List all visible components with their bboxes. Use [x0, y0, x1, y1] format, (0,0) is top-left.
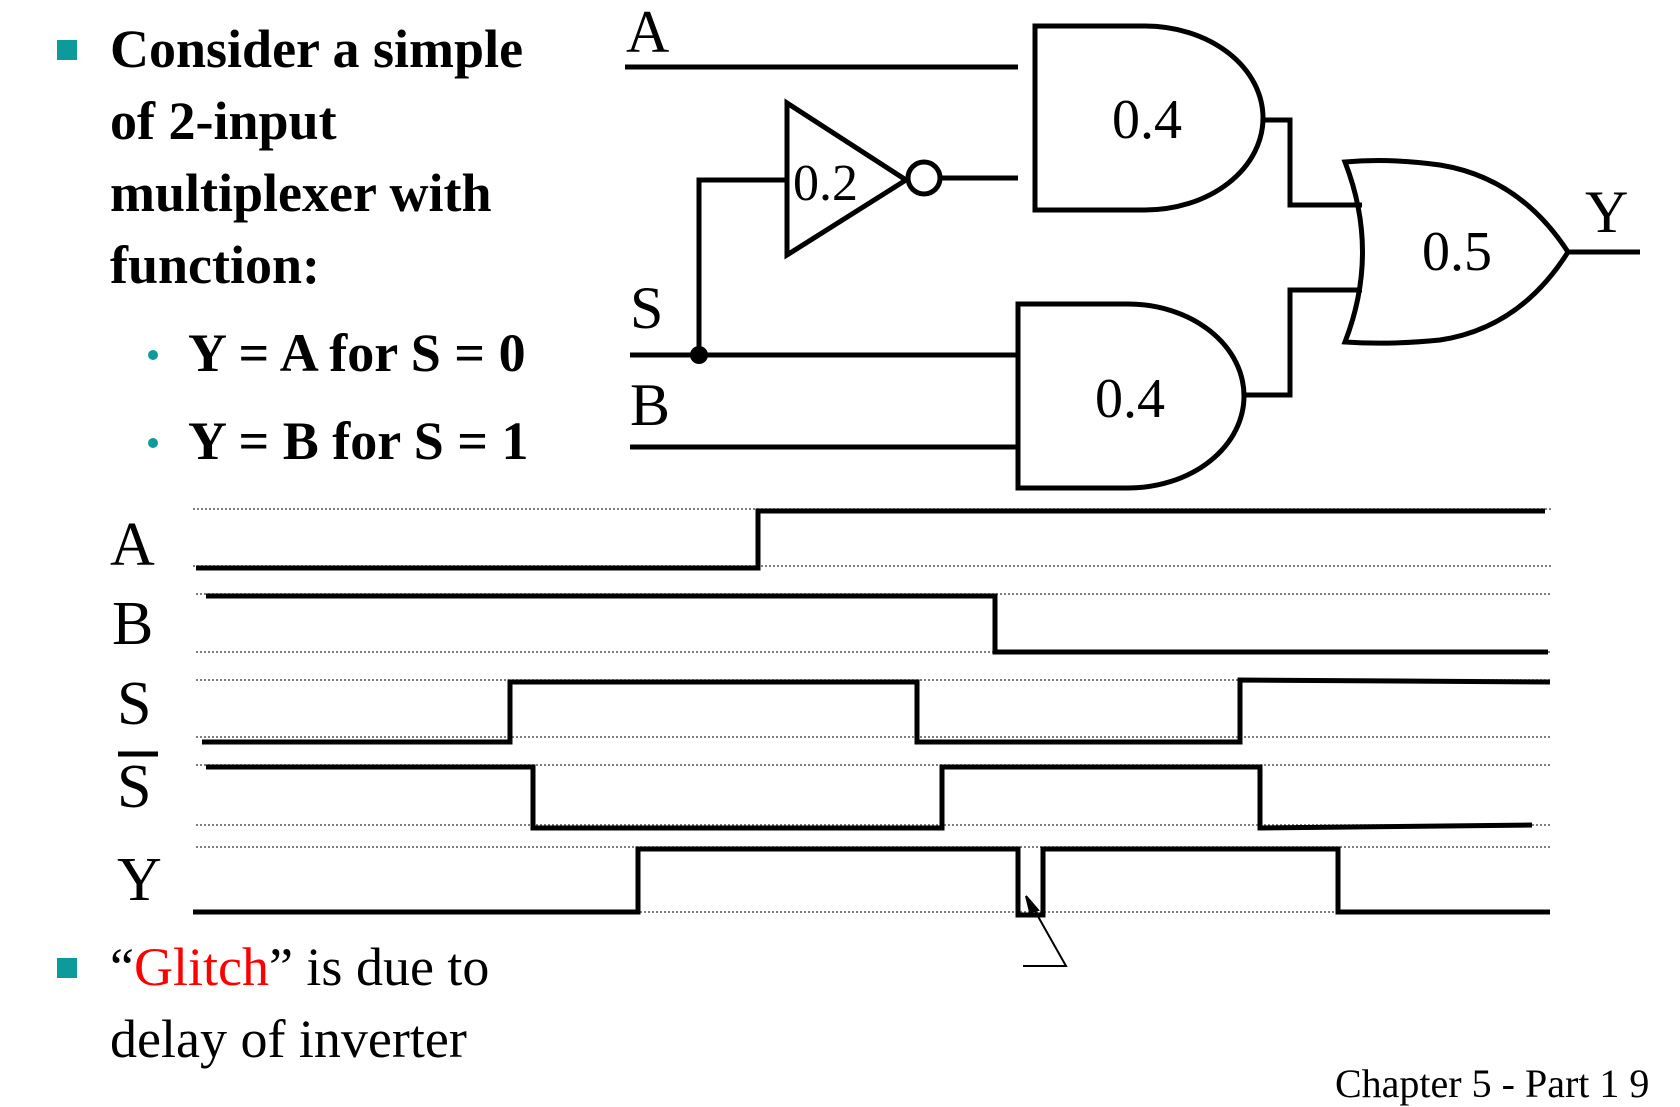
timing-label-a: A — [110, 511, 155, 579]
intro-line-1: Consider a simple — [110, 19, 524, 79]
timing-label-b: B — [112, 590, 153, 658]
bullet-square-1 — [57, 40, 77, 60]
waveform-a — [196, 508, 1545, 571]
waveform-y — [193, 846, 1550, 918]
label-b: B — [630, 372, 670, 438]
quote-open: “ — [110, 937, 134, 997]
bullet-dot-2 — [148, 438, 158, 448]
waveform-b — [206, 593, 1548, 655]
circuit-labels: A S B Y 0.2 0.4 0.4 0.5 — [626, 0, 1628, 438]
inverter-gate — [784, 98, 911, 260]
timing-labels: A B S S Y — [110, 511, 162, 914]
waveform-s-bar — [206, 764, 1533, 831]
inverter-delay: 0.2 — [793, 155, 858, 212]
waveform-s — [202, 677, 1551, 745]
glitch-rest: ” is due to — [268, 937, 490, 997]
sub-bullet-1: Y = A for S = 0 — [188, 323, 526, 383]
or-gate — [1341, 158, 1571, 346]
timing-label-y: Y — [117, 846, 162, 914]
timing-label-s: S — [117, 670, 151, 738]
and-gate-bottom — [1015, 301, 1247, 491]
intro-line-3: multiplexer with — [110, 163, 492, 223]
diagram-canvas: A S B Y 0.2 0.4 0.4 0.5 A B S — [110, 0, 1640, 967]
junction-dot — [690, 346, 708, 364]
and-top-delay: 0.4 — [1112, 89, 1182, 151]
glitch-pointer — [1023, 895, 1068, 967]
glitch-word: Glitch — [133, 937, 269, 997]
inverter-bubble — [905, 159, 943, 197]
sub-bullet-2: Y = B for S = 1 — [188, 411, 529, 471]
circuit-schematic — [625, 23, 1640, 491]
glitch-line-1: “Glitch” is due to — [110, 936, 489, 998]
or-delay: 0.5 — [1422, 221, 1492, 283]
label-a: A — [626, 0, 669, 65]
glitch-line-2: delay of inverter — [110, 1009, 467, 1069]
wire-and-bottom-to-or — [1245, 287, 1362, 398]
wire-s-to-inverter — [696, 177, 787, 355]
and-bottom-delay: 0.4 — [1095, 368, 1165, 430]
intro-line-4: function: — [110, 235, 321, 295]
label-s: S — [630, 275, 663, 341]
timing-label-s-bar: S — [117, 753, 151, 821]
label-y: Y — [1585, 179, 1628, 245]
bullet-dot-1 — [148, 350, 158, 360]
timing-waveforms — [193, 508, 1551, 918]
wire-and-top-to-or — [1262, 117, 1362, 208]
bullet-square-2 — [57, 958, 77, 978]
intro-line-2: of 2-input — [110, 91, 337, 151]
